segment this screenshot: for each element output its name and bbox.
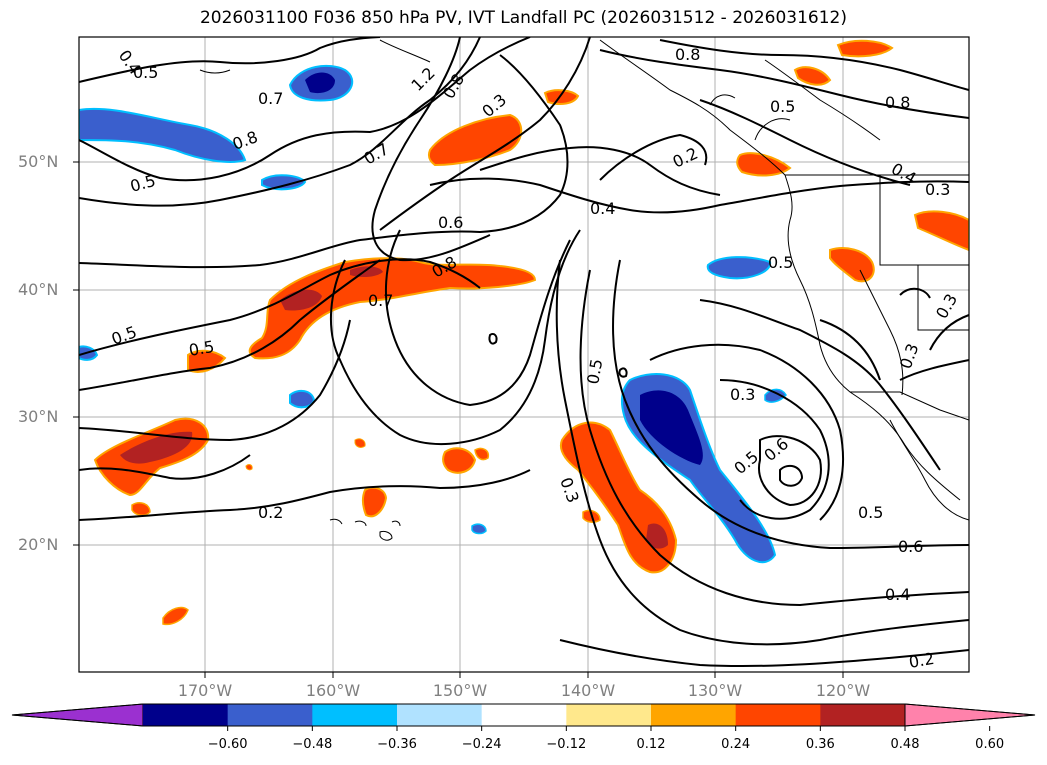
contour-label: 0.5: [858, 503, 883, 522]
positive-anomalies: [93, 39, 969, 626]
contour-label: 0.8: [885, 93, 910, 112]
contour-label: 0.5: [770, 97, 795, 116]
contour-label: 0.5: [187, 337, 215, 360]
colorbar-segment: [735, 704, 821, 726]
colorbar-segment: [481, 704, 567, 726]
contour-label: 0.7: [368, 291, 393, 310]
contour-label: 0.5: [133, 63, 158, 82]
contour-label: 0.6: [438, 213, 463, 232]
colorbar-tick-label: −0.12: [546, 737, 587, 752]
colorbar-segment: [651, 704, 737, 726]
map-title: 2026031100 F036 850 hPa PV, IVT Landfall…: [199, 8, 847, 28]
colorbar-extend-low: [11, 703, 144, 727]
lat-label-30n: 30°N: [18, 407, 59, 426]
lon-label-140w: 140°W: [560, 681, 616, 700]
contour-label: 0.3: [925, 180, 950, 199]
contour-label: 0.3: [730, 385, 755, 404]
colorbar-tick-label: −0.36: [377, 737, 417, 752]
colorbar-tick-label: 0.24: [721, 737, 751, 752]
coastlines: [199, 39, 969, 541]
colorbar-segment: [820, 704, 906, 726]
lon-label-120w: 120°W: [815, 681, 871, 700]
lon-label-150w: 150°W: [432, 681, 488, 700]
lon-label-160w: 160°W: [305, 681, 361, 700]
map-frame: [78, 36, 970, 673]
lat-label-40n: 40°N: [18, 280, 59, 299]
contour-label: 0.2: [258, 503, 283, 522]
negative-anomalies: [79, 64, 787, 564]
colorbar-segment: [397, 704, 483, 726]
colorbar-tick-label: 0.60: [975, 737, 1005, 752]
colorbar-tick-label: 0.12: [636, 737, 666, 752]
contour-label: 0.2: [907, 649, 935, 672]
colorbar-segment: [143, 704, 229, 726]
contour-label: 0.5: [768, 253, 793, 272]
colorbar-tick-label: 0.36: [805, 737, 835, 752]
colorbar-segment: [227, 704, 313, 726]
colorbar-extend-high: [904, 703, 1036, 727]
colorbar-tick-label: 0.48: [890, 737, 920, 752]
lon-label-130w: 130°W: [687, 681, 743, 700]
lat-label-50n: 50°N: [18, 152, 59, 171]
contour-label: 0.6: [898, 537, 923, 556]
colorbar-tick-label: −0.48: [292, 737, 333, 752]
contour-label: 0.4: [885, 585, 910, 604]
lon-label-170w: 170°W: [177, 681, 233, 700]
contour-label: 0.8: [675, 45, 700, 64]
contour-label: 0.4: [590, 199, 615, 218]
contour-label: 0.7: [258, 89, 283, 108]
colorbar-tick-label: −0.24: [461, 737, 502, 752]
colorbar-tick-label: −0.60: [207, 737, 248, 752]
colorbar-frame: [11, 703, 1036, 727]
colorbar-segment: [566, 704, 652, 726]
contour-label: 0.5: [583, 357, 606, 385]
lat-label-20n: 20°N: [18, 535, 59, 554]
colorbar-segment: [312, 704, 398, 726]
